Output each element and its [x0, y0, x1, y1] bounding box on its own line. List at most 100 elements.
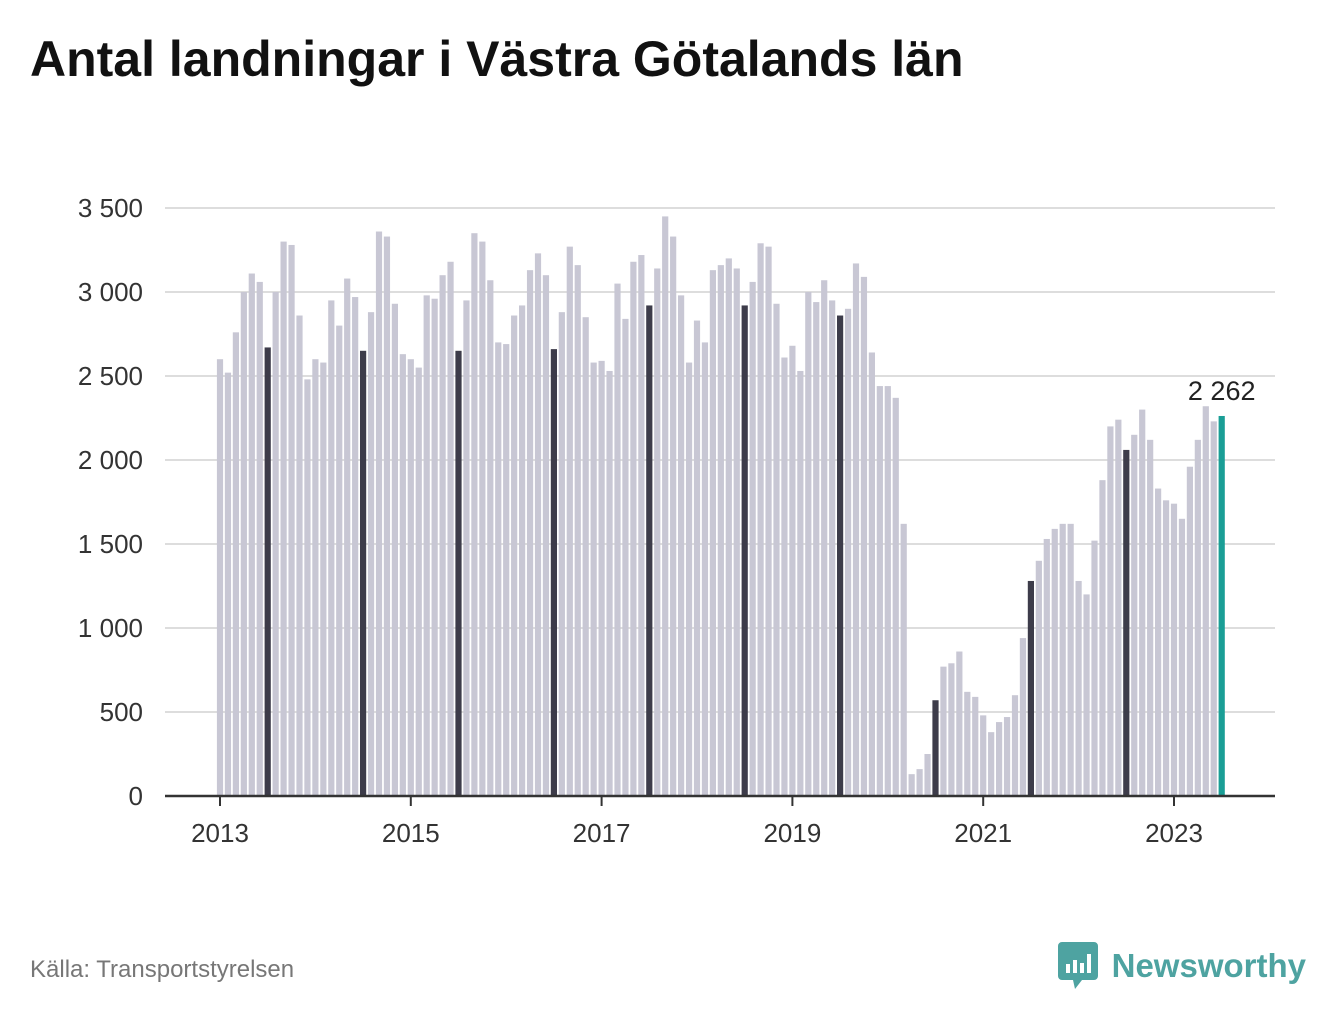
bar — [678, 295, 685, 796]
bar — [781, 357, 788, 796]
bar — [383, 236, 391, 796]
bar — [463, 300, 470, 796]
bar — [900, 523, 907, 796]
y-tick-label: 3 000 — [78, 277, 143, 307]
bar — [773, 303, 780, 796]
bar — [495, 342, 502, 796]
bar — [224, 372, 232, 796]
bar — [375, 231, 383, 796]
bar — [407, 359, 414, 796]
bar — [630, 261, 637, 796]
bar — [844, 308, 852, 796]
bar — [1011, 695, 1019, 796]
bar — [415, 367, 422, 796]
bar — [352, 297, 359, 796]
bar — [391, 303, 398, 796]
bar — [280, 241, 287, 797]
bar — [638, 255, 645, 797]
bar — [693, 320, 701, 796]
bar — [455, 350, 462, 796]
bar — [399, 354, 406, 796]
bar — [813, 302, 820, 796]
bar — [542, 275, 550, 796]
bar — [1035, 560, 1042, 796]
bar — [240, 292, 247, 796]
bar — [940, 666, 947, 796]
bar — [423, 295, 430, 796]
bar — [932, 700, 939, 796]
y-tick-label: 500 — [100, 697, 143, 727]
bar — [1162, 500, 1170, 796]
bar — [264, 347, 271, 796]
bar — [964, 691, 971, 796]
bar — [1170, 503, 1178, 796]
bar — [1043, 538, 1050, 796]
bar — [439, 275, 446, 796]
bar — [765, 246, 772, 796]
bar — [654, 268, 661, 797]
chart-bubble-icon — [1057, 942, 1098, 989]
bar — [1178, 518, 1186, 796]
bar — [1107, 426, 1114, 796]
bar — [980, 715, 987, 796]
source-note: Källa: Transportstyrelsen — [30, 956, 295, 983]
bar — [479, 241, 486, 797]
bar — [884, 386, 891, 796]
x-axis-labels: 2013 2015 2017 2019 2021 2023 — [191, 796, 1203, 848]
bar — [709, 270, 716, 796]
bar — [892, 397, 899, 796]
chart-title: Antal landningar i Västra Götalands län — [30, 31, 964, 87]
bar — [908, 774, 915, 796]
bar — [860, 276, 868, 796]
bar-latest — [1218, 415, 1225, 796]
bar — [272, 292, 279, 796]
y-tick-label: 1 500 — [78, 529, 143, 559]
bar — [1027, 580, 1034, 796]
bar — [829, 300, 836, 796]
bar — [1019, 638, 1027, 796]
bar — [574, 265, 581, 796]
bar — [606, 370, 613, 796]
bar — [519, 305, 526, 796]
bar — [1123, 449, 1130, 796]
bar — [511, 315, 518, 796]
bar — [471, 233, 478, 796]
bar — [1051, 528, 1058, 796]
bar — [296, 315, 303, 796]
bar — [1067, 523, 1074, 796]
bars — [216, 216, 1225, 797]
bar — [431, 298, 438, 796]
x-tick-label: 2017 — [573, 818, 631, 848]
bar — [741, 305, 748, 796]
bar — [336, 325, 343, 796]
bar — [248, 273, 255, 796]
bar — [1083, 594, 1090, 796]
y-tick-label: 1 000 — [78, 613, 143, 643]
bar — [622, 318, 629, 796]
bar — [852, 263, 860, 796]
bar — [876, 386, 883, 796]
bar — [232, 332, 239, 796]
bar — [988, 732, 995, 796]
bar — [558, 312, 565, 796]
x-tick-label: 2013 — [191, 818, 249, 848]
bar — [1147, 439, 1154, 796]
newsworthy-logo: Newsworthy — [1057, 942, 1306, 990]
y-tick-label: 0 — [129, 781, 143, 811]
bar — [590, 362, 597, 796]
bar — [216, 359, 224, 796]
bar — [1210, 421, 1217, 796]
bar — [288, 244, 295, 796]
bar — [1202, 406, 1209, 796]
bar — [1155, 488, 1162, 796]
bar — [797, 370, 804, 796]
bar — [1075, 580, 1082, 796]
y-axis-labels: 0 500 1 000 1 500 2 000 2 500 3 000 3 500 — [78, 193, 143, 811]
y-tick-label: 3 500 — [78, 193, 143, 223]
bar — [948, 663, 955, 796]
bar — [1131, 434, 1138, 796]
x-tick-label: 2021 — [954, 818, 1012, 848]
bar — [956, 651, 963, 796]
bar — [550, 349, 557, 796]
bar — [1194, 439, 1201, 796]
